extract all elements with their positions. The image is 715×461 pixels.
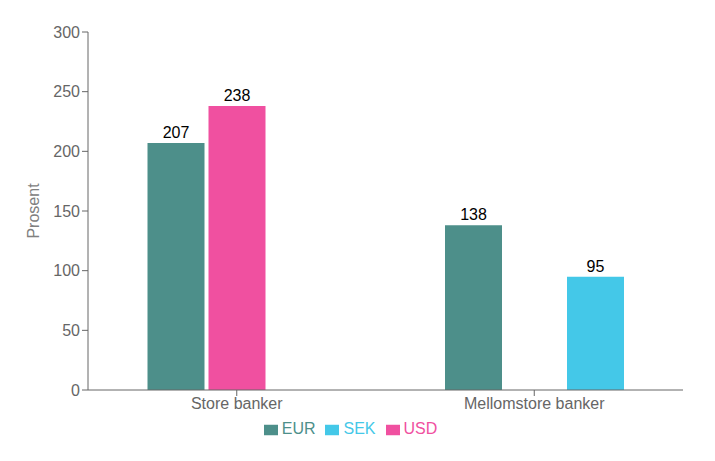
svg-text:200: 200 (53, 143, 80, 160)
html-text:EUR: EUR (281, 420, 316, 437)
html-text:USD: USD (403, 420, 438, 437)
svg-text:Store banker: Store banker (191, 395, 283, 412)
svg-text:207: 207 (163, 124, 190, 141)
svg-text:238: 238 (224, 87, 251, 104)
svg-text:95: 95 (587, 258, 605, 275)
svg-text:Mellomstore banker: Mellomstore banker (464, 395, 605, 412)
svg-text:150: 150 (53, 203, 80, 220)
html-text:SEK: SEK (343, 420, 376, 437)
svg-text:250: 250 (53, 83, 80, 100)
svg-text:0: 0 (71, 382, 80, 399)
svg-text:Prosent: Prosent (25, 183, 42, 239)
svg-text:100: 100 (53, 262, 80, 279)
svg-text:300: 300 (53, 24, 80, 41)
svg-text:138: 138 (460, 206, 487, 223)
svg-text:50: 50 (62, 322, 80, 339)
